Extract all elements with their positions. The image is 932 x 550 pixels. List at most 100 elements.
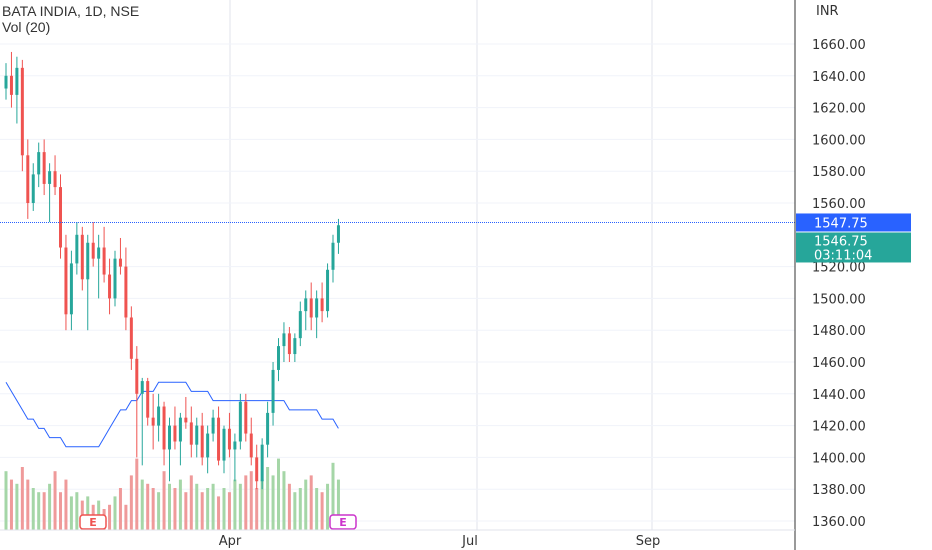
candle	[195, 417, 199, 458]
volume-bar	[331, 462, 335, 530]
price-tick-label: 1460.00	[812, 356, 866, 371]
volume-bar	[227, 492, 231, 530]
price-tick-label: 1620.00	[812, 102, 866, 117]
volume-bar	[135, 458, 139, 530]
volume-bar	[31, 488, 35, 530]
currency-label: INR	[816, 4, 839, 19]
volume-bar	[233, 479, 237, 530]
candle	[97, 234, 101, 299]
volume-bar	[178, 479, 182, 530]
price-tick-label: 1420.00	[812, 420, 866, 435]
candle-body	[75, 234, 79, 264]
candle-body	[282, 333, 286, 347]
candle-body	[91, 242, 95, 259]
candle-body	[266, 412, 270, 445]
volume-bar	[48, 483, 52, 530]
volume-indicator-label[interactable]: Vol (20)	[2, 19, 51, 35]
price-tick-label: 1480.00	[812, 324, 866, 339]
candle	[298, 301, 302, 347]
candle-body	[184, 417, 188, 423]
candle-body	[86, 242, 90, 280]
candle	[244, 393, 248, 442]
candle	[326, 263, 330, 318]
volume-bar	[146, 483, 150, 530]
candle	[64, 234, 68, 331]
volume-bar	[200, 492, 204, 530]
volume-bar	[64, 479, 68, 530]
candle-body	[162, 406, 166, 450]
candle-body	[298, 311, 302, 339]
volume-bar	[173, 488, 177, 530]
candle	[80, 226, 84, 291]
time-tick-label: Apr	[219, 534, 242, 549]
candle	[26, 139, 30, 219]
candle	[260, 438, 264, 490]
candle	[211, 409, 215, 442]
volume-bar	[326, 483, 330, 530]
volume-bar	[277, 458, 280, 530]
candle-body	[233, 441, 237, 450]
candle	[178, 412, 182, 466]
candle	[266, 401, 270, 458]
candle	[255, 444, 259, 490]
candle	[31, 163, 35, 211]
candle-body	[227, 428, 231, 450]
candle-body	[53, 171, 57, 188]
chart-legend: BATA INDIA, 1D, NSE Vol (20)	[2, 3, 139, 35]
candle	[222, 425, 226, 474]
volume-bar	[315, 488, 319, 530]
volume-bar	[255, 488, 259, 530]
volume-bar	[75, 492, 79, 530]
countdown-tag-text: 03:11:04	[814, 248, 872, 263]
candle	[217, 406, 221, 466]
time-axis[interactable]: Apr Jul Sep	[0, 529, 795, 549]
candle-body	[118, 258, 122, 267]
candle	[59, 174, 62, 259]
candle-body	[244, 401, 248, 434]
candle-body	[80, 234, 84, 280]
price-axis[interactable]: INR 1660.00 1640.00 1620.00 1600.00 1580.00 15…	[794, 0, 866, 550]
candle-body	[15, 67, 19, 95]
volume-bar	[336, 479, 340, 530]
candle-body	[113, 258, 117, 299]
candle-body	[42, 152, 46, 184]
candle-body	[315, 298, 319, 318]
candle-body	[64, 247, 68, 315]
candle	[320, 282, 324, 323]
current-price-tag-bg	[796, 232, 911, 263]
volume-bar	[266, 467, 270, 530]
candle-body	[168, 425, 171, 450]
earnings-badge[interactable]: E	[329, 514, 357, 530]
candle	[249, 417, 253, 466]
candle	[304, 290, 308, 331]
earnings-badge[interactable]: E	[79, 514, 107, 530]
candle-body	[9, 75, 13, 95]
volume-bar	[189, 475, 193, 530]
volume-bar	[304, 479, 308, 530]
earnings-badge-label: E	[89, 516, 97, 529]
price-tick-label: 1500.00	[812, 292, 866, 307]
candle	[42, 139, 46, 196]
price-tick-label: 1380.00	[812, 483, 866, 498]
volume-bar	[195, 483, 199, 530]
price-tick-label: 1640.00	[812, 70, 866, 85]
volume-bar	[108, 504, 112, 530]
candle-body	[260, 444, 264, 482]
volume-bar	[168, 483, 171, 530]
volume-bars	[4, 458, 340, 530]
candle-body	[195, 425, 199, 445]
candle-body	[124, 266, 128, 318]
candle-body	[238, 401, 242, 442]
volume-bar	[298, 488, 302, 530]
candle	[162, 401, 166, 466]
time-tick-label: Sep	[636, 534, 661, 549]
candle-body	[31, 174, 35, 203]
volume-bar	[129, 475, 133, 530]
candle	[4, 63, 8, 100]
candle	[75, 222, 79, 275]
candle-body	[59, 187, 62, 248]
volume-ma-path	[5, 381, 339, 448]
